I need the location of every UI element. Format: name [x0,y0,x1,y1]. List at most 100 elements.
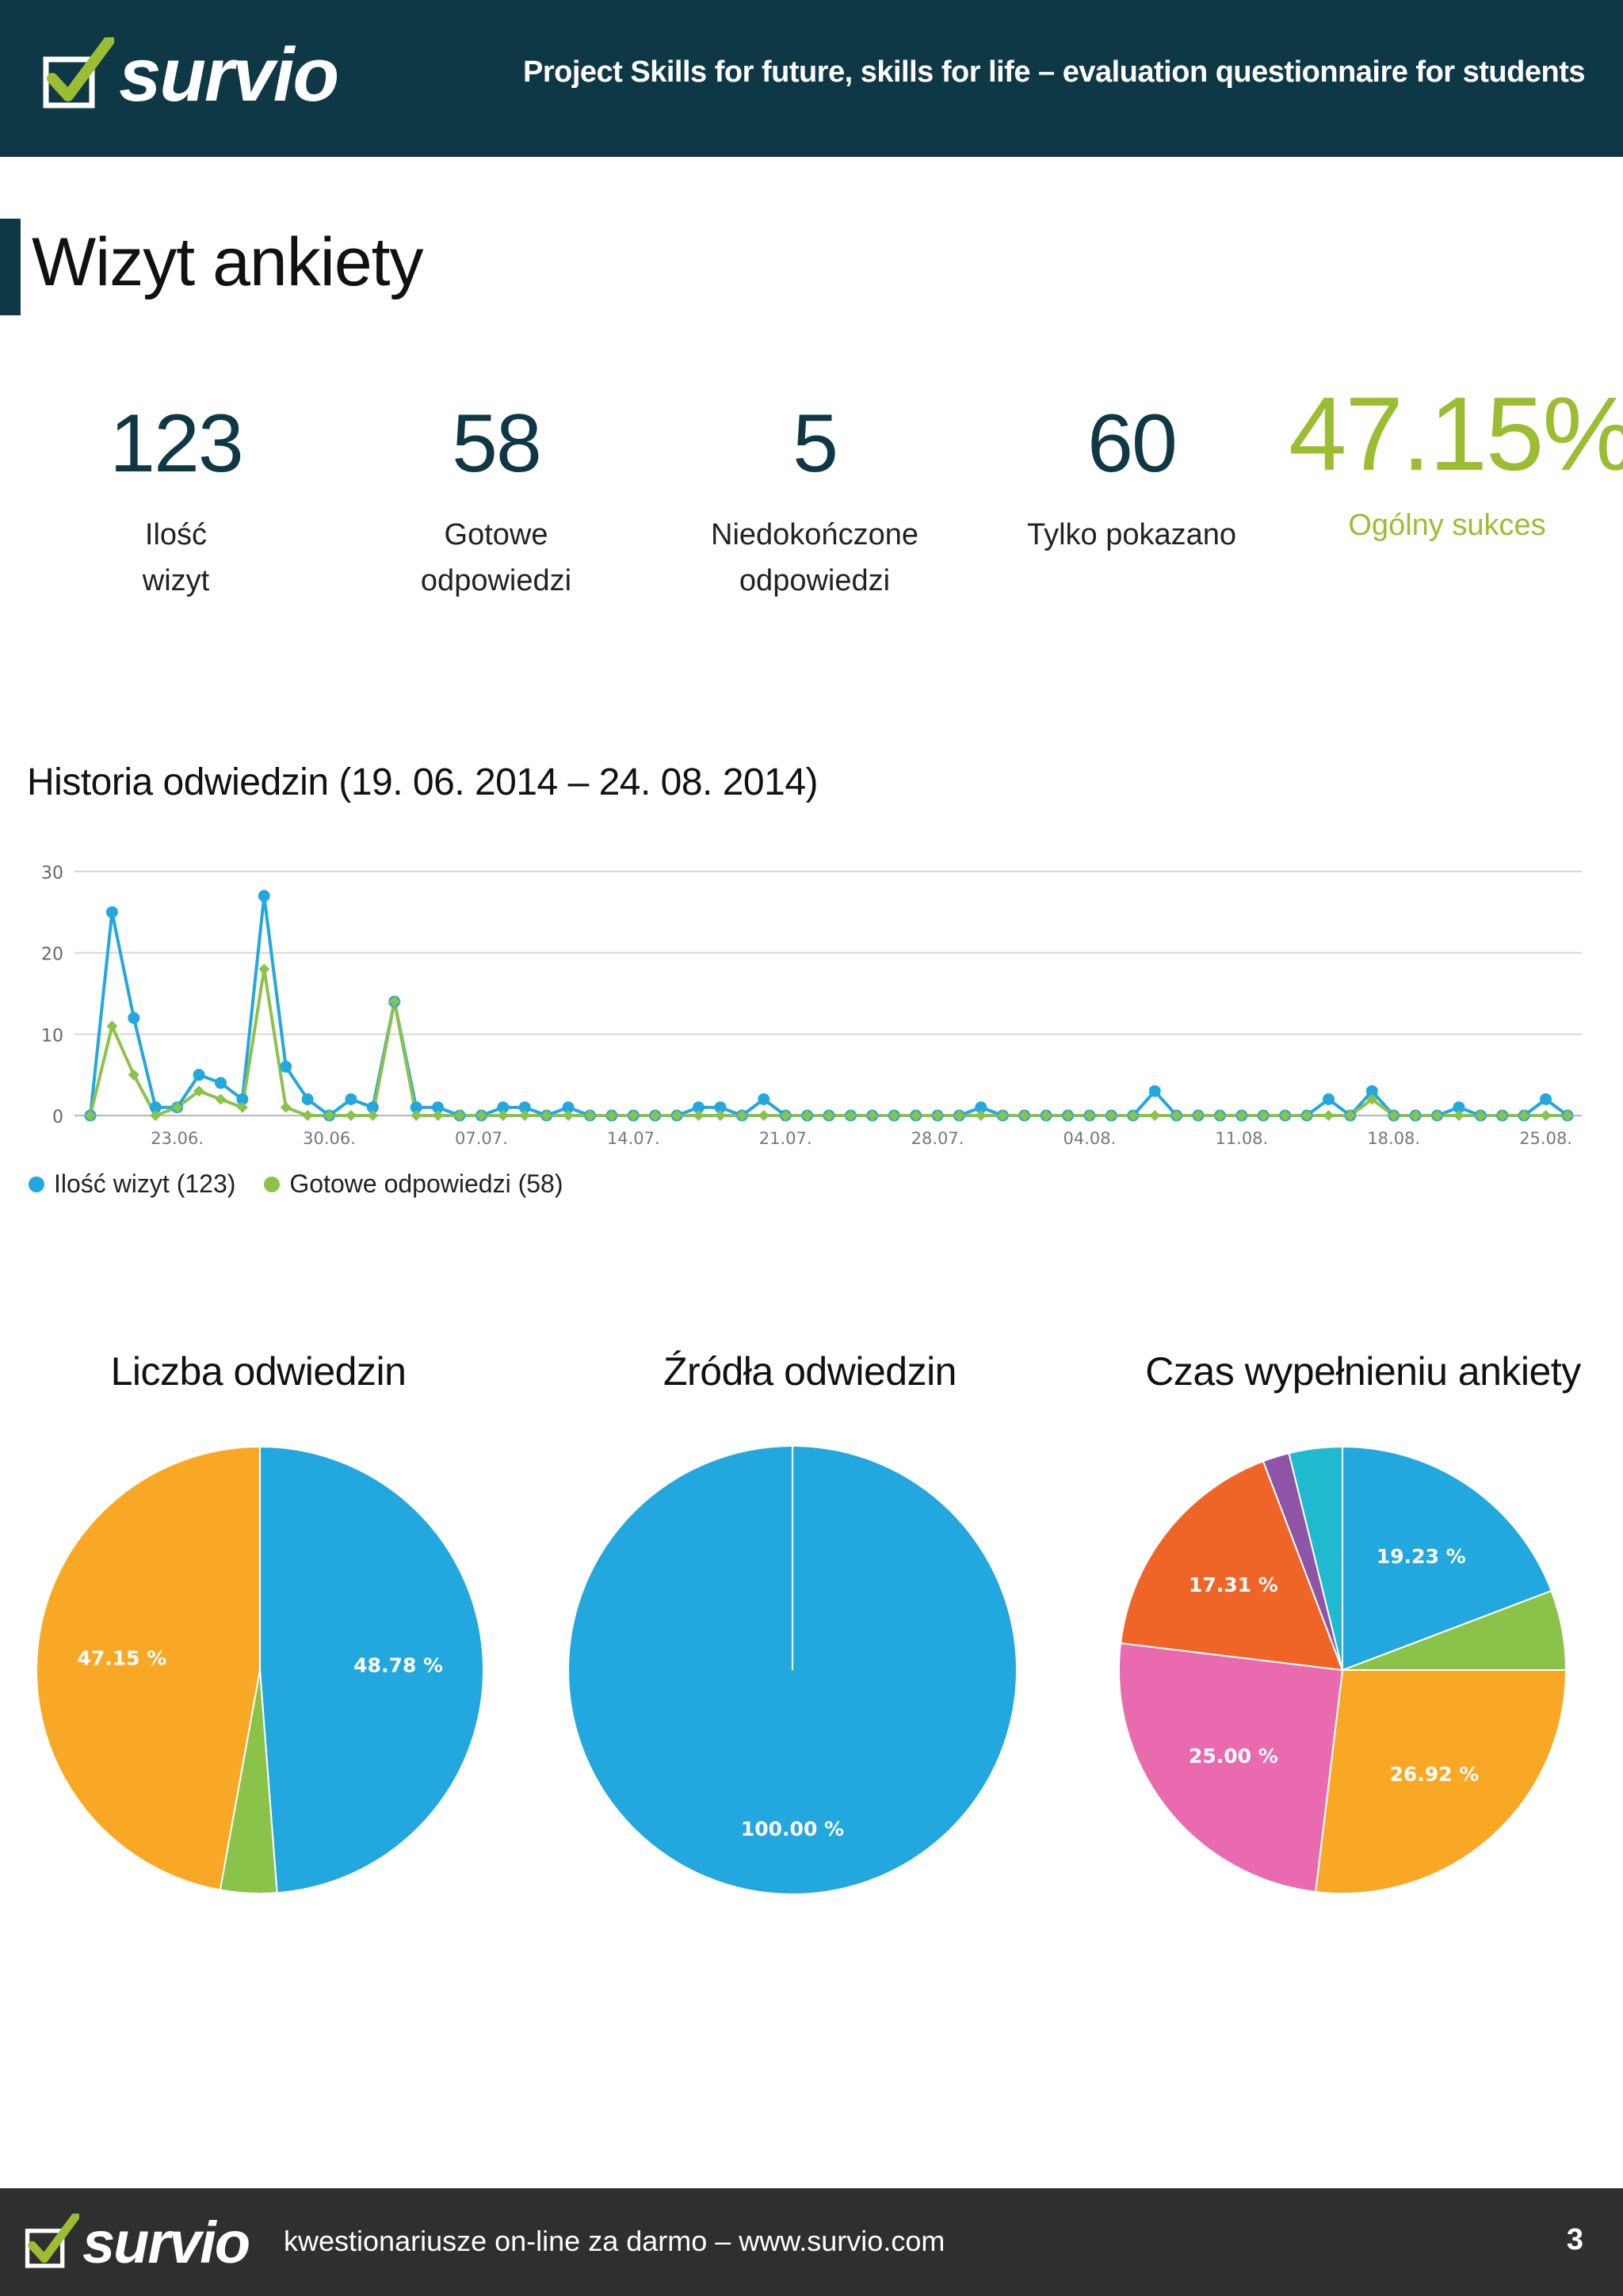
stat-label-line1: Tylko pokazano [1026,518,1237,551]
x-tick-label: 14.07. [607,1129,660,1148]
x-tick-label: 04.08. [1064,1129,1117,1148]
data-point-visits [1365,1085,1378,1097]
legend-item-completed[interactable]: Gotowe odpowiedzi (58) [264,1169,563,1199]
page-number: 3 [1566,2223,1583,2256]
x-tick-label: 07.07. [455,1129,508,1148]
data-point-completed [280,1101,292,1113]
footer: survio kwestionariusze on-line za darmo … [0,2188,1623,2296]
stat-label-line1: Niedokończone [711,518,918,551]
data-point-completed [1170,1110,1182,1121]
stat-value: 123 [109,398,244,490]
data-point-completed [106,1020,118,1032]
footer-link[interactable]: kwestionariusze on-line za darmo – www.s… [284,2225,945,2257]
survey-title: Project Skills for future, skills for li… [523,55,1585,89]
survio-logo[interactable]: survio [41,32,339,119]
data-point-completed [628,1110,640,1121]
data-point-visits [258,890,270,902]
data-point-completed [1323,1110,1335,1121]
data-point-completed [997,1110,1009,1121]
y-tick-label: 30 [41,864,63,883]
stat-label: Tylko pokazano [973,512,1290,558]
data-point-visits [758,1093,770,1105]
legend-label: Gotowe odpowiedzi (58) [289,1169,563,1198]
stat-overall-success: 47.15% Ogólny sukces [1289,382,1623,548]
pie-slice-label: 25.00 % [1189,1745,1278,1768]
x-tick-label: 30.06. [303,1129,356,1148]
pie-chart-fill-time: 19.23 % 26.92 % 25.00 % 17.31 % [1118,1445,1568,1894]
pie-slice-label: 17.31 % [1189,1573,1278,1596]
data-point-completed [1149,1110,1161,1121]
data-point-completed [367,1110,379,1121]
data-point-completed [953,1110,965,1121]
data-point-completed [1106,1110,1117,1121]
data-point-completed [323,1110,335,1121]
data-point-completed [714,1110,726,1121]
stat-label: Ogólny sukces [1289,502,1606,548]
stat-label-line2: odpowiedzi [420,564,572,597]
data-point-completed [1258,1110,1270,1121]
data-point-visits [1148,1085,1161,1097]
stat-value: 5 [792,398,838,490]
data-point-completed [780,1110,792,1121]
data-point-completed [1127,1110,1139,1121]
legend-label: Ilość wizyt (123) [54,1169,236,1198]
stat-label-line2: wizyt [142,564,210,597]
data-point-completed [1388,1110,1400,1121]
pie-slice [1314,1669,1568,1894]
stat-label-line1: Gotowe [444,518,548,551]
stat-only-shown: 60 Tylko pokazano [973,396,1290,558]
data-point-completed [1453,1110,1465,1121]
data-point-completed [649,1110,661,1121]
data-point-completed [932,1110,944,1121]
stat-completed: 58 Gotowe odpowiedzi [338,396,655,604]
data-point-completed [1235,1110,1247,1121]
checkmark-box-icon [43,37,114,109]
pie-slice [1119,1460,1344,1672]
stat-label: Niedokończone odpowiedzi [656,512,973,604]
data-point-completed [1518,1110,1530,1121]
data-point-completed [910,1110,922,1121]
pie-slice-label: 19.23 % [1377,1545,1466,1568]
data-point-visits [301,1093,314,1105]
data-point-completed [519,1110,531,1121]
data-point-completed [236,1101,248,1113]
y-tick-label: 0 [52,1108,63,1127]
visit-history-line-chart: 0 10 20 30 23.06. 30.06. 07.07. 14.07. 21.07. 28.… [41,864,1582,1148]
data-point-completed [454,1110,465,1121]
data-point-visits [366,1101,379,1114]
data-point-completed [1366,1093,1378,1105]
footer-survio-logo[interactable]: survio [24,2209,250,2276]
data-point-visits [693,1101,705,1114]
pie-slice [259,1445,484,1894]
data-point-completed [302,1110,314,1121]
data-point-completed [736,1110,748,1121]
legend-item-visits[interactable]: Ilość wizyt (123) [29,1169,235,1199]
data-point-completed [1041,1110,1052,1121]
data-point-completed [345,1110,357,1121]
pie-title-visits: Liczba odwiedzin [110,1349,407,1394]
data-point-completed [1301,1110,1313,1121]
stat-label-line2: odpowiedzi [739,564,891,597]
data-point-visits [280,1060,292,1073]
stat-value: 58 [452,398,542,490]
x-tick-label: 21.07. [759,1129,812,1148]
data-point-completed [215,1093,227,1105]
data-point-visits [1540,1093,1552,1105]
stat-label: Gotowe odpowiedzi [338,512,655,604]
data-point-visits [128,1012,140,1024]
data-point-completed [1344,1110,1356,1121]
data-point-visits [975,1101,987,1114]
pie-slice [36,1445,261,1891]
data-point-completed [975,1110,987,1121]
y-tick-label: 10 [41,1026,63,1046]
pie-chart-sources: 100.00 % [569,1447,1016,1894]
data-point-visits [410,1101,422,1114]
data-point-visits [1453,1101,1465,1114]
data-point-visits [432,1101,445,1114]
x-tick-label: 23.06. [151,1129,204,1148]
data-point-completed [888,1110,900,1121]
data-point-visits [105,906,118,918]
data-point-completed [605,1110,617,1121]
data-point-completed [1496,1110,1508,1121]
data-point-completed [1540,1110,1552,1121]
